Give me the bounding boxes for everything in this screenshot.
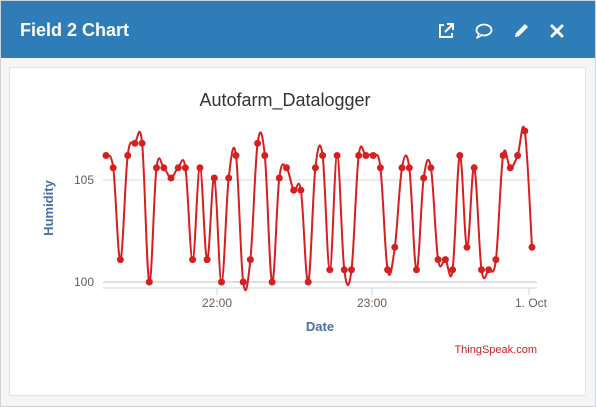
y-axis-label: Humidity: [41, 179, 56, 235]
data-point[interactable]: [124, 152, 132, 159]
data-point[interactable]: [246, 256, 254, 264]
data-point[interactable]: [398, 164, 406, 172]
data-point[interactable]: [492, 256, 500, 264]
data-point[interactable]: [210, 174, 218, 182]
data-point[interactable]: [326, 266, 334, 274]
y-tick-label: 105: [74, 173, 94, 187]
data-point[interactable]: [160, 164, 168, 172]
data-point[interactable]: [362, 152, 370, 159]
data-point[interactable]: [153, 164, 160, 172]
data-point[interactable]: [405, 164, 413, 172]
data-point[interactable]: [232, 152, 240, 159]
x-tick-label: 22:00: [202, 296, 232, 310]
data-point[interactable]: [311, 164, 319, 172]
data-point[interactable]: [109, 164, 117, 172]
comment-icon[interactable]: [473, 20, 495, 42]
data-point[interactable]: [268, 278, 276, 286]
data-point[interactable]: [369, 152, 377, 159]
data-point[interactable]: [275, 174, 283, 182]
y-axis: 105 100 Humidity: [41, 173, 94, 289]
data-point[interactable]: [441, 256, 449, 264]
data-point[interactable]: [261, 152, 269, 159]
data-point[interactable]: [333, 152, 341, 159]
series-line: [105, 125, 533, 291]
close-icon[interactable]: [546, 20, 568, 42]
data-point[interactable]: [478, 266, 485, 274]
data-point[interactable]: [167, 174, 175, 182]
data-point[interactable]: [434, 256, 442, 264]
pencil-icon[interactable]: [510, 20, 532, 42]
data-point[interactable]: [297, 186, 305, 194]
x-axis-label: Date: [306, 319, 334, 334]
widget-header: Field 2 Chart: [1, 1, 595, 58]
data-point[interactable]: [319, 152, 327, 159]
data-point[interactable]: [203, 256, 211, 264]
data-point[interactable]: [413, 266, 420, 274]
chart-area: Autofarm_Datalogger 105 100 Humidity 22:…: [9, 67, 586, 396]
data-point[interactable]: [348, 266, 355, 274]
data-point[interactable]: [463, 243, 471, 251]
data-point[interactable]: [304, 278, 312, 286]
data-point[interactable]: [391, 243, 399, 251]
data-point[interactable]: [340, 266, 348, 274]
data-point[interactable]: [499, 152, 507, 159]
data-point[interactable]: [138, 139, 146, 147]
line-chart: Autofarm_Datalogger 105 100 Humidity 22:…: [41, 90, 548, 356]
data-point[interactable]: [449, 266, 457, 274]
data-point[interactable]: [528, 243, 536, 251]
data-point[interactable]: [485, 266, 493, 274]
data-point[interactable]: [283, 164, 290, 172]
data-point[interactable]: [218, 278, 225, 286]
x-axis: 22:00 23:00 1. Oct Date: [103, 287, 548, 334]
data-point[interactable]: [456, 152, 464, 159]
data-point[interactable]: [420, 174, 428, 182]
data-point[interactable]: [376, 164, 384, 172]
external-link-icon[interactable]: [435, 20, 457, 42]
data-point[interactable]: [521, 127, 529, 135]
grid-lines: [103, 179, 537, 283]
widget-title: Field 2 Chart: [20, 20, 130, 40]
data-point[interactable]: [131, 139, 139, 147]
chart-title: Autofarm_Datalogger: [199, 90, 370, 111]
x-tick-label: 1. Oct: [515, 296, 548, 310]
data-point[interactable]: [427, 164, 435, 172]
x-tick-label: 23:00: [357, 296, 387, 310]
data-point[interactable]: [189, 256, 197, 264]
data-point[interactable]: [514, 152, 522, 159]
data-point[interactable]: [102, 152, 110, 159]
data-point[interactable]: [181, 164, 189, 172]
data-point[interactable]: [225, 174, 233, 182]
credit-link[interactable]: ThingSpeak.com: [454, 344, 537, 356]
data-point[interactable]: [145, 278, 153, 286]
data-point[interactable]: [384, 266, 392, 274]
data-point[interactable]: [116, 256, 124, 264]
data-point[interactable]: [196, 164, 204, 172]
data-point[interactable]: [355, 152, 363, 159]
data-point[interactable]: [470, 164, 478, 172]
y-tick-label: 100: [74, 275, 94, 289]
data-point[interactable]: [174, 164, 182, 172]
series-humidity: [102, 125, 536, 291]
data-point[interactable]: [290, 186, 298, 194]
data-point[interactable]: [506, 164, 514, 172]
data-point[interactable]: [254, 139, 262, 147]
data-point[interactable]: [239, 278, 247, 286]
